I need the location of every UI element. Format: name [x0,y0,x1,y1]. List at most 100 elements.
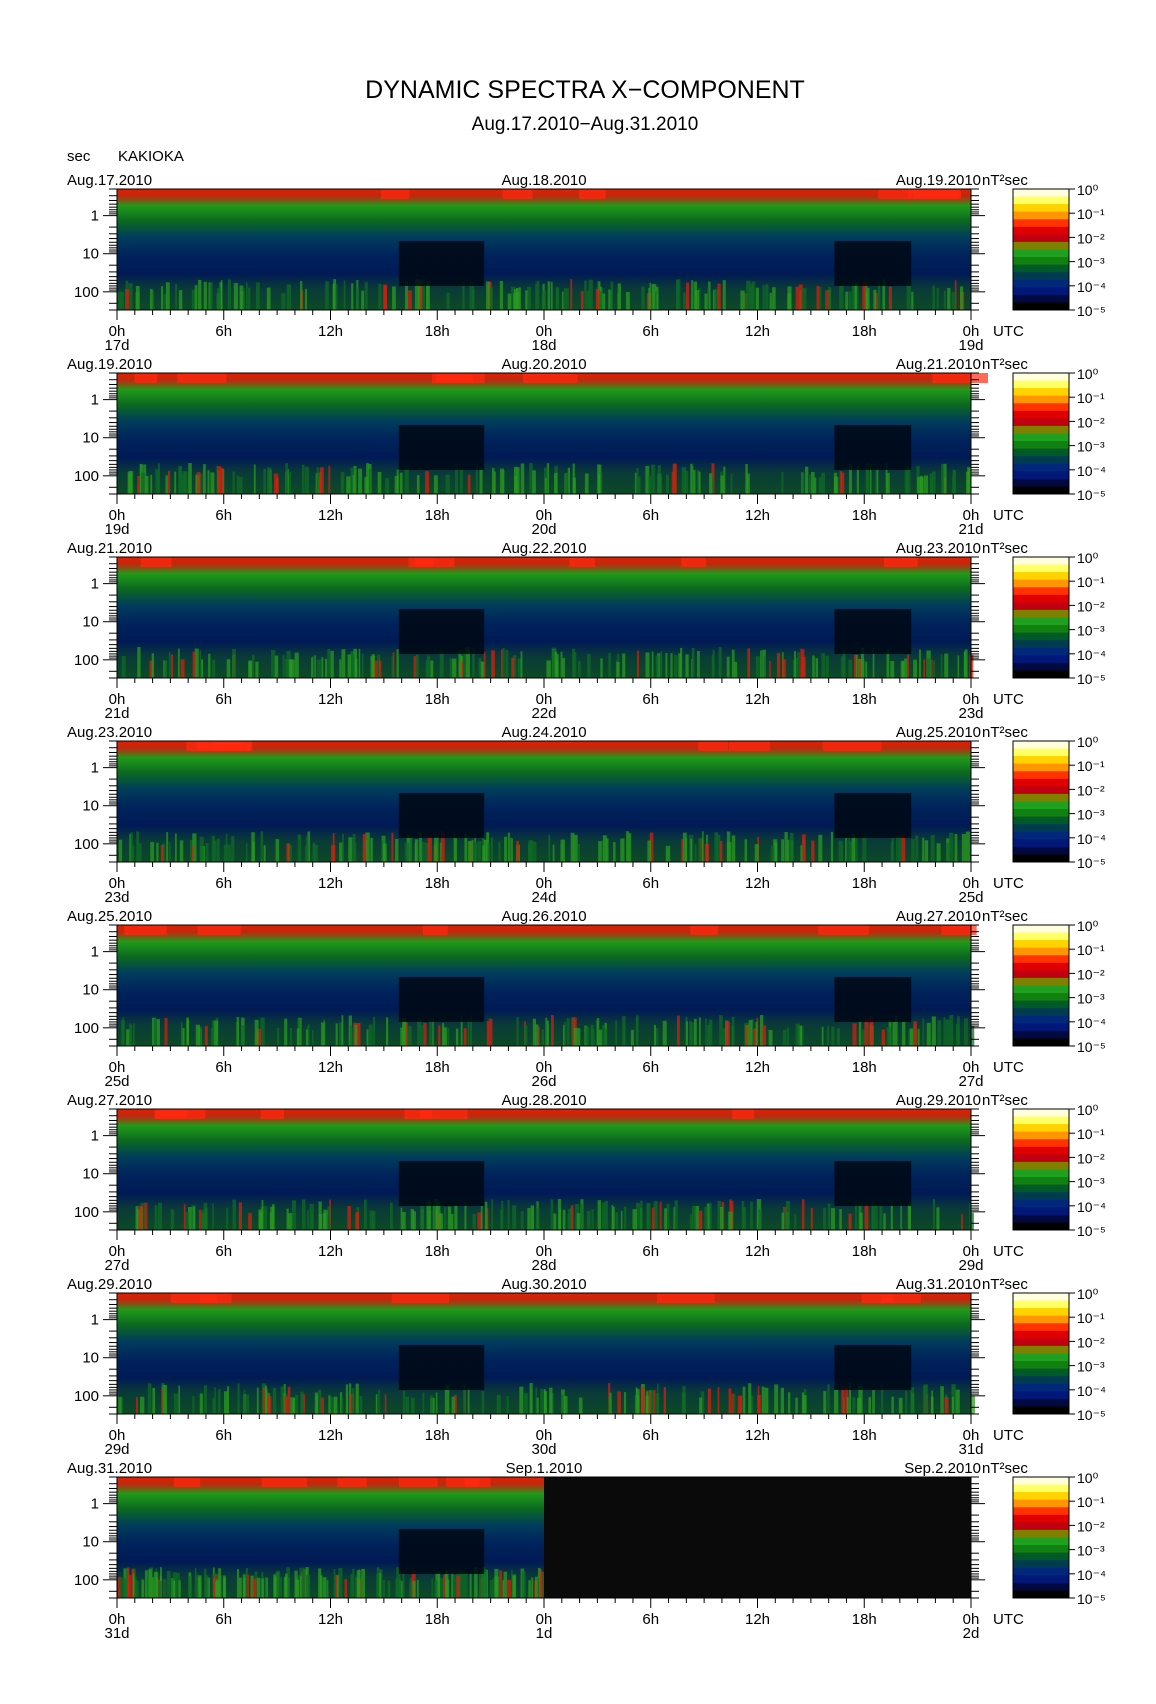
spectrum-streak [263,845,266,862]
colorbar-band [1013,425,1069,434]
spectrum-streak [818,834,823,862]
spectrum-streak [332,283,336,310]
spectrum-streak [412,1211,416,1230]
spectrum-streak [438,1213,441,1230]
spectrum-streak [707,288,710,310]
spectrum-streak [969,1212,974,1230]
spectrum-streak [616,661,620,678]
x-tick-label: 18h [852,875,877,892]
x-tick-label: 6h [642,1059,659,1076]
spectrum-streak [523,1393,527,1414]
quiet-region [398,793,485,838]
spectrum-streak [318,1389,322,1414]
colorbar-band [1013,846,1069,855]
colorbar-band [1013,380,1069,389]
spectrum-streak [546,1020,549,1046]
spectrum-streak [653,1024,656,1046]
spectrum-streak [282,654,285,678]
panel-left-date: Aug.17.2010 [67,172,152,189]
spectrum-streak [523,1025,528,1046]
spectrum-streak [209,282,213,310]
spectrum-streak [563,287,566,310]
spectrum-streak [691,647,695,678]
spectrum-streak [834,1389,839,1414]
spectrum-streak [316,467,319,494]
x-tick-label: 0h [963,875,980,892]
spectrum-streak [684,470,689,494]
spectrum-streak [528,1580,531,1598]
spectrum-streak [184,471,188,494]
spectrum-streak [125,288,130,310]
x-tick-label: 12h [318,323,343,340]
spectrum-streak [868,1397,872,1414]
spectrum-streak [834,476,839,494]
spectrum-streak [905,1390,908,1414]
panel-right-date: Sep.2.2010 [904,1460,981,1477]
spectrum-streak [372,1211,376,1230]
spectrum-streak [280,1577,282,1598]
colorbar-frame [1012,1476,1070,1599]
spectrum-streak [218,1389,221,1414]
spectrum-burst [690,925,719,935]
day-label: 25d [958,889,983,906]
spectrum-streak [248,660,252,678]
x-tick-label: 18h [852,1611,877,1628]
spectrum-streak [933,660,936,678]
spectrum-streak [676,279,681,310]
spectrum-streak [307,831,311,862]
spectrum-streak [700,1391,705,1414]
y-tick-label: 10 [82,982,99,999]
spectrum-streak [480,1569,485,1598]
colorbar-band [1013,226,1069,235]
spectrum-streak [845,839,848,862]
spectrum-burst [569,557,595,567]
spectrum-streak [909,1028,914,1046]
spectrum-streak [395,838,399,862]
colorbar-band [1013,204,1069,213]
colorbar-band [1013,564,1069,573]
spectrum-streak [443,1574,446,1598]
spectrum-streak [429,1019,432,1046]
spectrum-streak [298,1578,301,1598]
colorbar-band [1013,219,1069,228]
colorbar-tick-label: 10⁻⁵ [1077,303,1106,319]
x-tick-label: 0h [963,1059,980,1076]
x-tick-label: 18h [852,323,877,340]
spectrum-streak [118,1396,122,1414]
spectrum-streak [129,833,131,862]
spectrum-streak [404,842,410,862]
spectrum-streak [896,835,898,862]
day-label: 29d [104,1441,129,1458]
spectrum-streak [144,475,149,494]
spectrum-streak [465,647,470,678]
day-label: 22d [531,705,556,722]
spectrum-streak [128,283,133,310]
spectrum-streak [346,476,351,494]
spectrum-streak [744,293,747,310]
colorbar-band [1013,1406,1069,1415]
spectrum-streak [604,1200,608,1230]
spectrum-streak [783,1209,787,1230]
spectrum-burst [177,373,227,383]
quiet-region [834,1161,912,1206]
spectrum-streak [699,1397,703,1414]
spectrum-streak [651,464,656,494]
spectrum-streak [647,840,652,862]
day-label: 21d [104,705,129,722]
colorbar-band [1013,1383,1069,1392]
spectrum-streak [199,650,202,678]
spectrum-streak [845,291,848,310]
spectrum-streak [598,1029,602,1046]
spectrum-streak [901,834,906,862]
colorbar-band [1013,1499,1069,1508]
spectrum-streak [459,469,463,494]
spectrum-streak [488,1018,493,1046]
spectrum-streak [885,463,888,494]
x-unit-label: UTC [993,1427,1024,1444]
spectrum-streak [565,288,569,310]
spectrum-streak [853,838,858,862]
spectrum-burst [907,189,960,199]
spectrum-streak [417,1018,422,1046]
panel-mid-date: Aug.18.2010 [501,172,586,189]
colorbar-band [1013,756,1069,765]
